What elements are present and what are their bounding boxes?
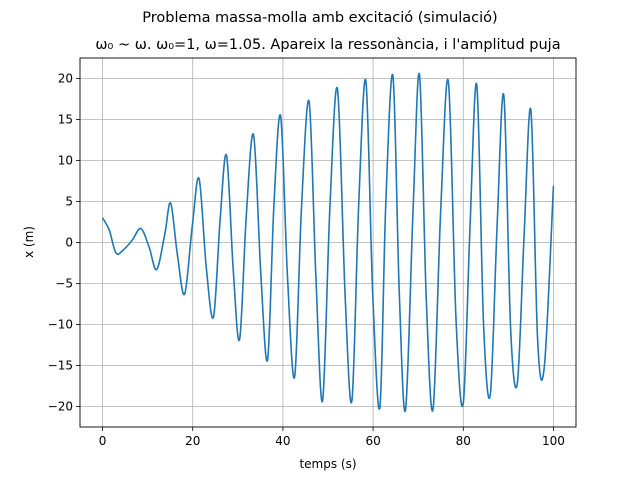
- axes-frame: [79, 57, 577, 428]
- y-axis-label: x (m): [22, 226, 36, 258]
- y-tick-label: 5: [65, 195, 73, 209]
- chart-title: ω₀ ~ ω. ω₀=1, ω=1.05. Apareix la ressonà…: [95, 37, 560, 53]
- x-tick-label: 80: [456, 434, 471, 448]
- x-tick-label: 100: [542, 434, 565, 448]
- y-tick-label: 0: [65, 236, 73, 250]
- series-line: [101, 72, 555, 413]
- y-tick-label: 20: [58, 72, 73, 86]
- x-tick-label: 60: [365, 434, 380, 448]
- y-tick-label: −15: [48, 359, 73, 373]
- x-tick-label: 40: [275, 434, 290, 448]
- chart-suptitle: Problema massa-molla amb excitació (simu…: [142, 10, 497, 26]
- y-tick-label: −20: [48, 400, 73, 414]
- x-axis-label: temps (s): [299, 457, 356, 471]
- y-tick-label: 10: [58, 154, 73, 168]
- y-tick-label: 15: [58, 113, 73, 127]
- x-tick-label: 0: [99, 434, 107, 448]
- y-tick-label: −5: [55, 277, 73, 291]
- y-ticks: −20 −15 −10 −5 0 5 10 15 20: [48, 72, 80, 414]
- x-tick-label: 20: [185, 434, 200, 448]
- y-tick-label: −10: [48, 318, 73, 332]
- x-ticks: 0 20 40 60 80 100: [99, 427, 565, 448]
